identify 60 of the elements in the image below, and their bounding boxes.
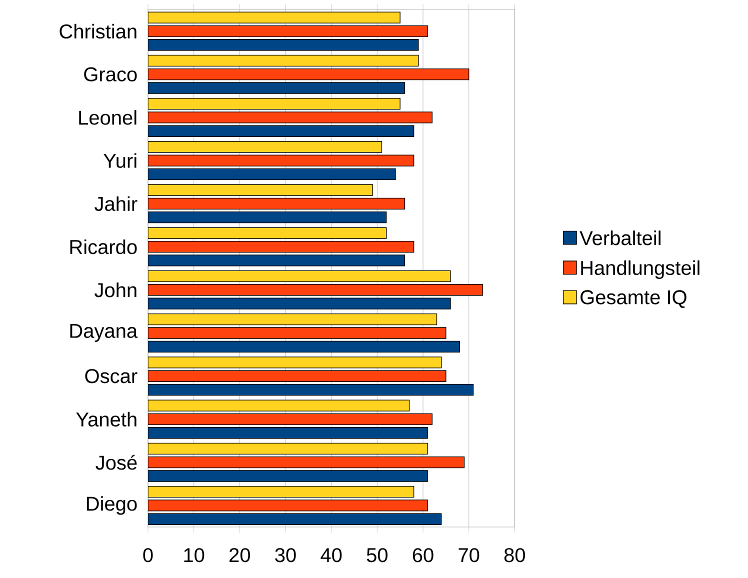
y-tick-label: John (94, 282, 136, 298)
bar (148, 154, 414, 166)
bar (148, 112, 433, 124)
y-tick-label: Yaneth (76, 412, 136, 427)
bar (148, 442, 428, 455)
bar (148, 141, 382, 153)
y-tick-label: Graco (84, 67, 137, 82)
bar (148, 212, 387, 224)
y-tick-label: Ricardo (70, 239, 137, 254)
y-tick-label: Yuri (104, 153, 136, 168)
bar (148, 12, 400, 24)
bar (148, 254, 406, 266)
bar (148, 340, 460, 353)
legend-label: Gesamte IQ (580, 290, 686, 308)
x-tick-label: 80 (504, 548, 525, 562)
y-tick-label: Diego (86, 496, 137, 515)
x-tick-label: 70 (458, 548, 480, 562)
bar (148, 413, 433, 426)
y-tick-label: Dayana (70, 324, 138, 342)
bar (148, 370, 446, 382)
bar (148, 270, 451, 282)
x-tick-label: 10 (184, 548, 204, 562)
bar (148, 198, 406, 210)
x-tick-label: 40 (320, 548, 342, 562)
bar (148, 184, 373, 196)
bar (148, 400, 410, 412)
y-tick-label: José (96, 454, 137, 470)
bar (148, 82, 406, 94)
legend-label: Handlungsteil (581, 260, 700, 279)
bar (148, 54, 419, 67)
x-tick-label: 60 (412, 548, 434, 562)
x-tick-label: 30 (275, 548, 296, 562)
bar (148, 384, 474, 396)
x-tick-label: 0 (143, 548, 153, 562)
bar (148, 240, 414, 253)
bar (148, 314, 438, 326)
bar (148, 284, 483, 296)
y-tick-label: Christian (60, 24, 136, 39)
bar (148, 456, 465, 468)
bar (148, 500, 428, 512)
bar (148, 227, 387, 239)
bar (148, 125, 414, 137)
bar (148, 25, 428, 38)
bar (148, 513, 442, 525)
bar (148, 98, 400, 110)
legend-label: Verbalteil (580, 230, 660, 246)
bar (148, 486, 414, 498)
y-tick-label: Oscar (85, 369, 138, 384)
x-tick-label: 50 (366, 548, 388, 562)
bar (148, 356, 442, 368)
bar (148, 168, 396, 180)
bar (148, 298, 451, 310)
bar (148, 68, 470, 80)
x-tick-label: 20 (230, 548, 250, 562)
bar (148, 427, 428, 439)
y-tick-label: Jahir (94, 196, 138, 212)
bar (148, 327, 446, 339)
bar (148, 470, 428, 482)
y-tick-label: Leonel (79, 110, 136, 125)
bar (148, 39, 419, 51)
